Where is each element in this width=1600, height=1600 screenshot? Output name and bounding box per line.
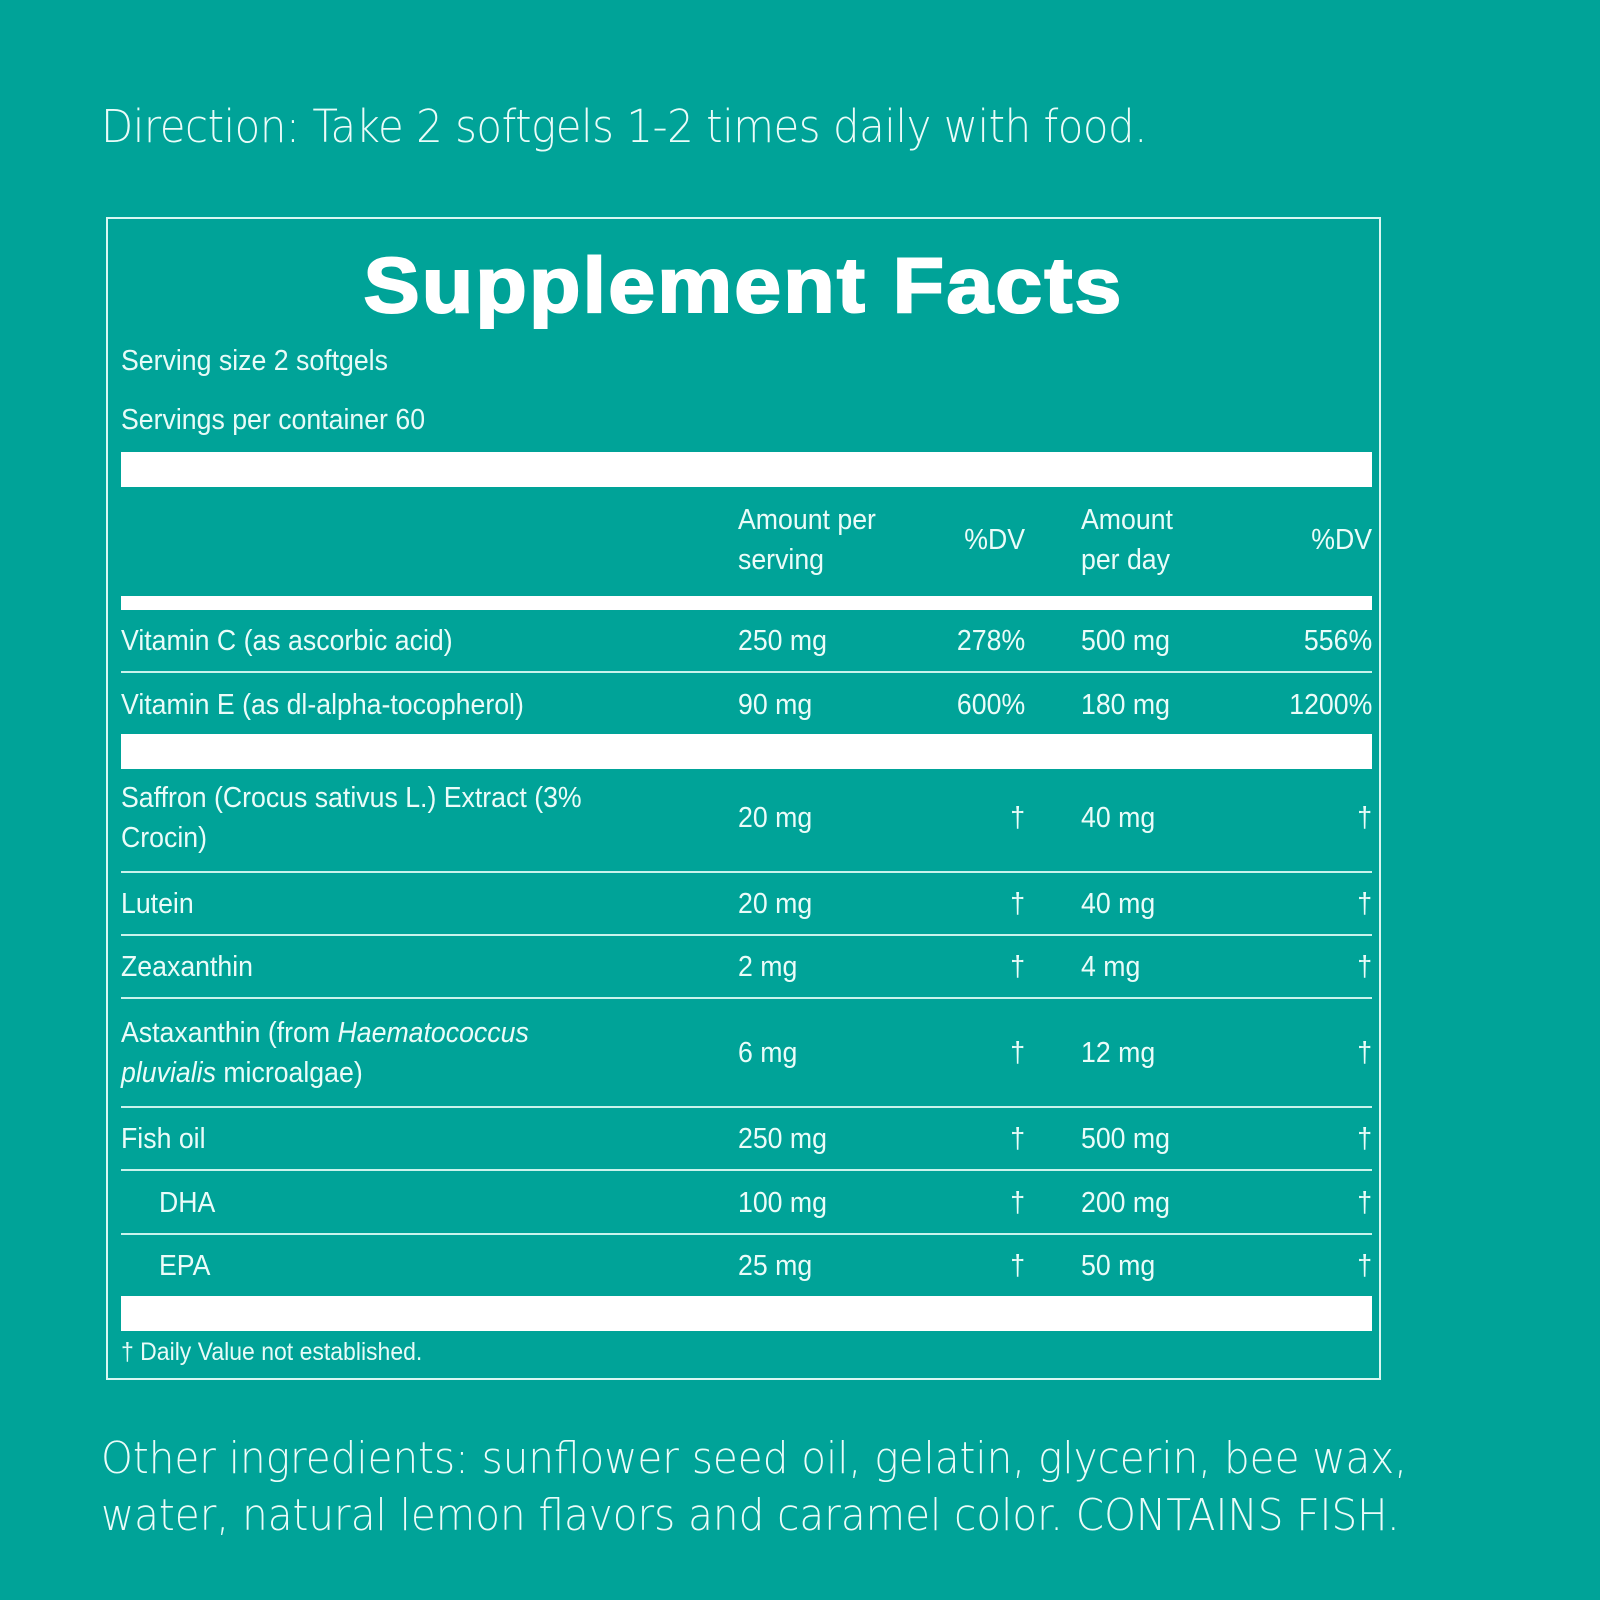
- amount-per-day: 500 mg: [1081, 625, 1170, 657]
- amount-per-day: 12 mg: [1081, 1037, 1156, 1069]
- dv-day: 1200%: [1288, 689, 1372, 721]
- row-divider: [121, 871, 1372, 873]
- header-dv-serving: %DV: [964, 524, 1025, 556]
- amount-per-day: 40 mg: [1081, 888, 1156, 920]
- row-divider: [121, 1106, 1372, 1108]
- row-divider: [121, 671, 1372, 673]
- amount-per-day: 200 mg: [1081, 1187, 1170, 1219]
- dv-day: †: [1357, 951, 1372, 983]
- servings-per-container: Servings per container 60: [121, 404, 426, 436]
- header-dv-day: %DV: [1311, 524, 1372, 556]
- serving-size: Serving size 2 softgels: [121, 345, 388, 377]
- dv-day: †: [1357, 1037, 1372, 1069]
- header-amount-per-day: Amount per day: [1081, 504, 1173, 576]
- thick-divider: [121, 734, 1372, 769]
- amount-per-serving: 20 mg: [738, 888, 813, 920]
- directions-text: Direction: Take 2 softgels 1-2 times dai…: [101, 100, 1147, 153]
- amount-per-serving: 250 mg: [738, 1123, 827, 1155]
- dv-serving: †: [1010, 1123, 1025, 1155]
- thick-divider: [121, 1296, 1372, 1331]
- supplement-facts-panel: [106, 217, 1381, 1380]
- nutrient-name: Vitamin E (as dl-alpha-tocopherol): [121, 689, 524, 721]
- nutrient-name: Fish oil: [121, 1123, 206, 1155]
- amount-per-serving: 250 mg: [738, 625, 827, 657]
- dv-serving: 600%: [956, 689, 1025, 721]
- amount-per-day: 180 mg: [1081, 689, 1170, 721]
- dv-serving: †: [1010, 1187, 1025, 1219]
- dv-serving: †: [1010, 951, 1025, 983]
- dv-serving: †: [1010, 802, 1025, 834]
- amount-per-serving: 2 mg: [738, 951, 798, 983]
- amount-per-day: 4 mg: [1081, 951, 1141, 983]
- dv-serving: 278%: [956, 625, 1025, 657]
- amount-per-serving: 20 mg: [738, 802, 813, 834]
- amount-per-serving: 100 mg: [738, 1187, 827, 1219]
- amount-per-serving: 90 mg: [738, 689, 813, 721]
- amount-per-day: 500 mg: [1081, 1123, 1170, 1155]
- row-divider: [121, 1233, 1372, 1235]
- nutrient-name: Vitamin C (as ascorbic acid): [121, 625, 453, 657]
- amount-per-serving: 25 mg: [738, 1250, 813, 1282]
- footnote: † Daily Value not established.: [121, 1338, 423, 1366]
- row-divider: [121, 1169, 1372, 1171]
- other-ingredients: Other ingredients: sunflower seed oil, g…: [101, 1433, 1408, 1541]
- row-divider: [121, 997, 1372, 999]
- dv-serving: †: [1010, 1250, 1025, 1282]
- dv-day: †: [1357, 888, 1372, 920]
- dv-serving: †: [1010, 888, 1025, 920]
- dv-day: †: [1357, 1123, 1372, 1155]
- amount-per-serving: 6 mg: [738, 1037, 798, 1069]
- dv-day: †: [1357, 802, 1372, 834]
- dv-serving: †: [1010, 1037, 1025, 1069]
- panel-title: Supplement Facts: [362, 240, 1124, 330]
- dv-day: †: [1357, 1187, 1372, 1219]
- dv-day: †: [1357, 1250, 1372, 1282]
- nutrient-name: Lutein: [121, 888, 194, 920]
- amount-per-day: 40 mg: [1081, 802, 1156, 834]
- header-amount-per-serving: Amount per serving: [738, 504, 876, 576]
- medium-divider: [121, 596, 1372, 610]
- nutrient-name: Astaxanthin (from Haematococcus pluviali…: [121, 1017, 529, 1089]
- dv-day: 556%: [1303, 625, 1372, 657]
- thick-divider: [121, 452, 1372, 487]
- amount-per-day: 50 mg: [1081, 1250, 1156, 1282]
- row-divider: [121, 934, 1372, 936]
- nutrient-name: DHA: [159, 1187, 216, 1219]
- nutrient-name: Saffron (Crocus sativus L.) Extract (3% …: [121, 782, 582, 854]
- nutrient-name: EPA: [159, 1250, 211, 1282]
- nutrient-name: Zeaxanthin: [121, 951, 254, 983]
